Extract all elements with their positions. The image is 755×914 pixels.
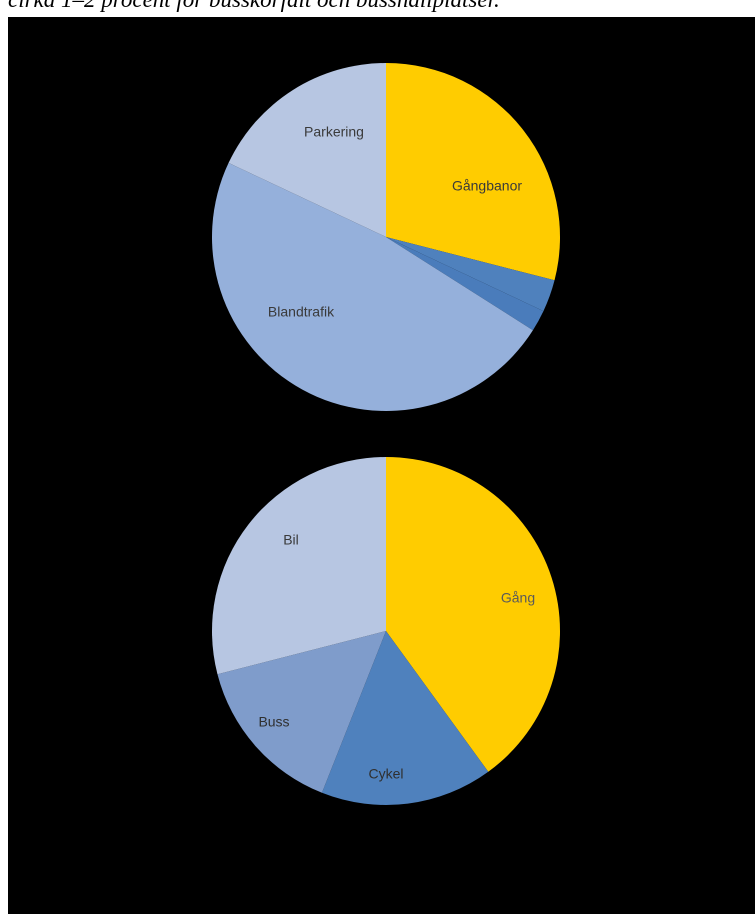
pie-slice-unlabeled-2 (386, 237, 544, 331)
pie-slice-buss (217, 631, 386, 793)
pie-label-bil: Bil (283, 532, 299, 548)
pie-chart-street-space: Gångbanor Blandtrafik Parkering (211, 63, 560, 412)
pie-slice-blandtrafik (211, 162, 533, 412)
pie-slice-gång (386, 457, 560, 772)
pie-label-gång: Gång (501, 590, 535, 606)
pie-label-parkering: Parkering (304, 124, 364, 140)
pie-slice-bil (212, 457, 386, 675)
pie-label-cykel: Cykel (368, 766, 403, 782)
pie-slice-gångbanor (386, 63, 560, 281)
chart-panel: Gångbanor Blandtrafik Parkering Gång Cykel B… (8, 17, 755, 914)
pie-slice-cykel (321, 631, 489, 805)
pie-label-gångbanor: Gångbanor (452, 178, 522, 194)
pie-slice-unlabeled-1 (386, 237, 555, 312)
pie-label-buss: Buss (258, 714, 289, 730)
pie-chart-travel-mode: Gång Cykel Buss Bil (212, 457, 560, 805)
pie-label-blandtrafik: Blandtrafik (268, 304, 335, 320)
caption-text: cirka 1–2 procent för busskörfält och bu… (8, 0, 500, 14)
pie-slice-parkering (228, 63, 386, 237)
